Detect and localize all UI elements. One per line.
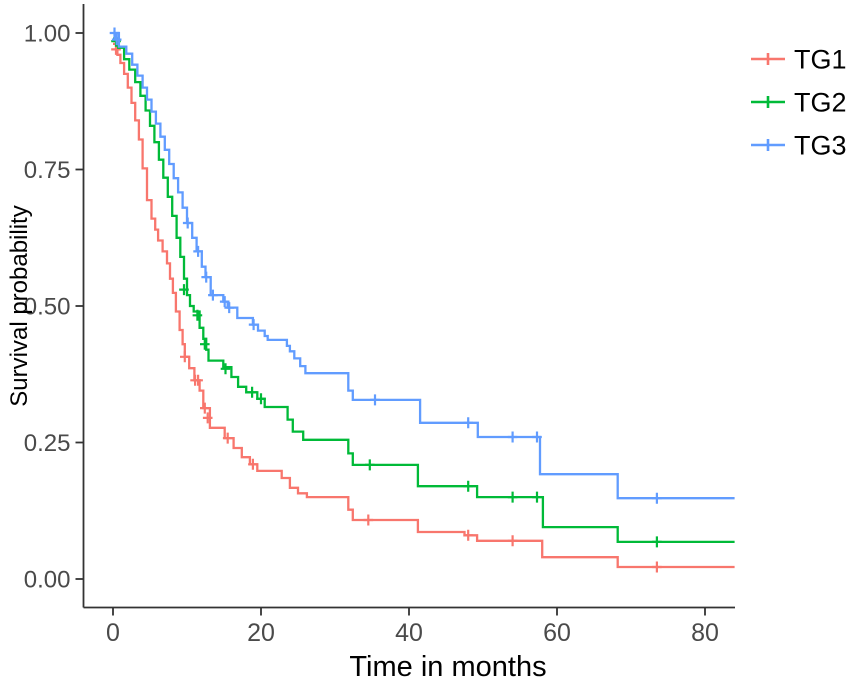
survival-curve-TG1 <box>113 42 735 569</box>
censor-marks-TG1 <box>111 43 662 573</box>
legend-label-TG2: TG2 <box>794 88 847 118</box>
y-axis-tick-label: 1.00 <box>24 21 71 48</box>
censor-marks-TG3 <box>109 27 662 504</box>
survival-curves <box>109 27 735 573</box>
y-axis-tick-label: 0.75 <box>24 157 71 184</box>
axes: 0.00 0.25 0.50 0.75 1.00 0 20 40 60 80 <box>24 4 735 647</box>
legend-item-TG3: TG3 <box>751 131 847 161</box>
y-axis-tick-label: 0.25 <box>24 430 71 457</box>
legend-item-TG1: TG1 <box>751 45 847 75</box>
x-axis-tick-label: 60 <box>543 619 571 647</box>
x-axis-tick-label: 0 <box>106 619 120 647</box>
x-axis-tick-label: 20 <box>247 619 275 647</box>
legend: TG1 TG2 TG3 <box>751 45 847 161</box>
x-axis-tick-label: 80 <box>691 619 719 647</box>
y-axis-title: Survival probability <box>6 205 33 406</box>
y-axis-tick-label: 0.50 <box>24 294 71 321</box>
x-axis-tick-label: 40 <box>395 619 423 647</box>
x-axis-title: Time in months <box>349 651 546 682</box>
legend-label-TG1: TG1 <box>794 45 847 75</box>
legend-label-TG3: TG3 <box>794 131 847 161</box>
legend-item-TG2: TG2 <box>751 88 847 118</box>
survival-curve-TG2 <box>113 37 735 544</box>
y-axis-tick-label: 0.00 <box>24 567 71 594</box>
